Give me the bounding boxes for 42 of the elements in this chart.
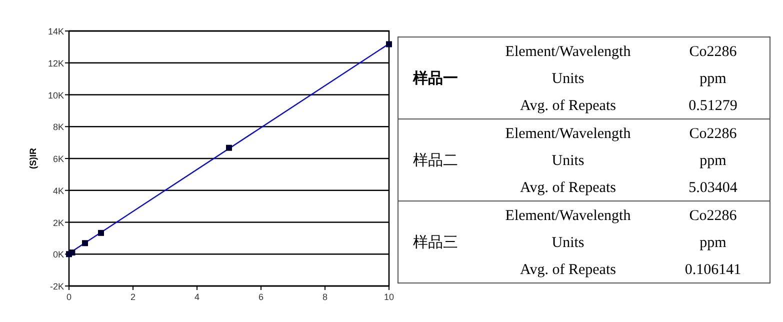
- text: 5.03404: [688, 180, 738, 196]
- text: Avg. of Repeats: [520, 98, 616, 114]
- x-tick-label: 6: [258, 292, 264, 302]
- y-tick-label: 2K: [52, 218, 64, 228]
- y-tick-label: 4K: [52, 186, 64, 196]
- point: [69, 250, 76, 256]
- x-tick-label: 0: [66, 292, 72, 302]
- text: 0.106141: [684, 262, 742, 278]
- text: ppm: [700, 153, 727, 169]
- y-tick-label: 8K: [52, 122, 64, 132]
- text: ppm: [700, 235, 727, 251]
- y-tick-label: 10K: [48, 90, 64, 100]
- text: Units: [552, 71, 584, 87]
- point: [386, 41, 392, 48]
- y-tick-label: -2K: [50, 282, 64, 292]
- text: Element/Wavelength: [505, 208, 632, 224]
- y-tick-label: 14K: [48, 26, 64, 36]
- x-tick-label: 2: [130, 292, 136, 302]
- x-tick-label: 10: [384, 292, 394, 302]
- x-tick-label: 4: [194, 292, 200, 302]
- text: Avg. of Repeats: [520, 180, 616, 196]
- y-tick-label: 12K: [48, 58, 64, 68]
- text: Element/Wavelength: [505, 44, 632, 60]
- text: Co2286: [689, 126, 738, 142]
- text: Units: [552, 235, 584, 251]
- text: Units: [552, 153, 584, 169]
- text: 样品三: [413, 234, 458, 251]
- text: Element/Wavelength: [505, 126, 632, 142]
- y-tick-label: 6K: [52, 154, 64, 164]
- text: 样品二: [413, 152, 458, 169]
- y-axis-title: (S)IR: [28, 148, 38, 169]
- text: Co2286: [689, 44, 738, 60]
- y-tick-label: 0K: [52, 250, 64, 260]
- text: Co2286: [689, 208, 738, 224]
- text: Avg. of Repeats: [520, 262, 616, 278]
- point: [82, 240, 88, 246]
- point: [98, 230, 104, 236]
- text: 样品一: [412, 70, 458, 87]
- text: ppm: [700, 71, 727, 87]
- text: 0.51279: [688, 98, 738, 114]
- x-tick-label: 8: [322, 292, 328, 302]
- point: [226, 144, 232, 151]
